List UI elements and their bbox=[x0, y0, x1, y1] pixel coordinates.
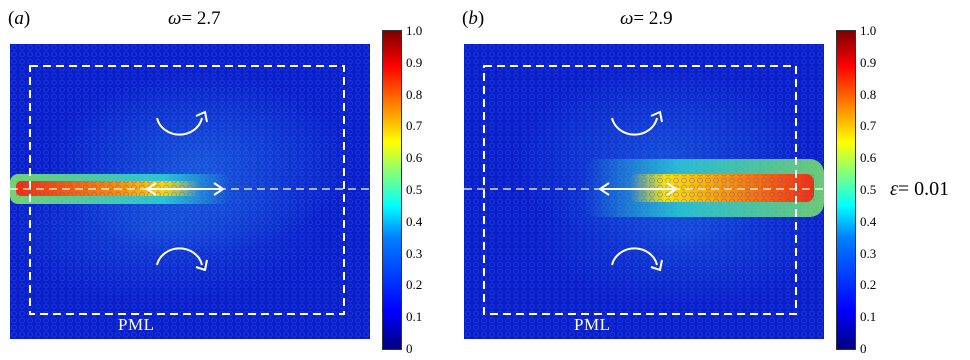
pml-boundary-b bbox=[483, 65, 797, 315]
double-arrow-b bbox=[598, 182, 678, 196]
tick-label: 0.1 bbox=[860, 309, 877, 325]
tick-label: 0.3 bbox=[860, 245, 877, 261]
colorbar-a-ticks: 1.0 0.9 0.8 0.7 0.6 0.5 0.4 0.3 0.2 0.1 … bbox=[406, 23, 446, 356]
field-map-a bbox=[0, 44, 370, 339]
colorbar-b-gradient bbox=[837, 31, 855, 349]
panel-b-label: (b) bbox=[462, 8, 485, 29]
epsilon-symbol: ε bbox=[890, 178, 898, 200]
tick-label: 0.1 bbox=[406, 309, 423, 325]
panel-b-omega-symbol: ω bbox=[620, 8, 634, 29]
epsilon-value: = 0.01 bbox=[897, 178, 950, 200]
tick-label: 1.0 bbox=[860, 23, 877, 38]
panel-b-omega-title: ω= 2.9 bbox=[620, 8, 673, 30]
tick-label: 0.8 bbox=[406, 86, 423, 102]
colorbar-a-gradient bbox=[383, 31, 401, 349]
tick-label: 0.8 bbox=[860, 86, 877, 102]
panel-a-omega-value: = 2.7 bbox=[181, 8, 221, 29]
panel-a-omega-title: ω= 2.7 bbox=[168, 8, 221, 30]
tick-label: 0.7 bbox=[406, 118, 423, 134]
tick-label: 0.3 bbox=[406, 245, 423, 261]
pml-label-b: PML bbox=[574, 315, 611, 334]
rotation-arrow-lower-b bbox=[611, 247, 663, 272]
pml-boundary-a bbox=[29, 65, 345, 315]
double-arrow-a bbox=[145, 182, 225, 196]
rotation-arrow-upper-a bbox=[156, 110, 208, 136]
pml-label-a: PML bbox=[118, 315, 155, 334]
colorbar-a bbox=[382, 30, 402, 350]
panel-b-letter: b bbox=[468, 8, 478, 29]
tick-label: 0.2 bbox=[406, 277, 423, 293]
panel-a-omega-symbol: ω bbox=[168, 8, 182, 29]
tick-label: 0.5 bbox=[406, 182, 423, 197]
rotation-arrow-lower-a bbox=[156, 247, 208, 272]
field-map-b bbox=[464, 44, 834, 339]
panel-b-omega-value: = 2.9 bbox=[633, 8, 673, 29]
tick-label: 0.9 bbox=[860, 54, 877, 70]
rotation-arrow-upper-b bbox=[611, 110, 663, 136]
tick-label: 0.6 bbox=[860, 150, 877, 166]
tick-label: 0.4 bbox=[860, 213, 877, 229]
epsilon-label: ε= 0.01 bbox=[890, 178, 949, 201]
tick-label: 0.7 bbox=[860, 118, 877, 134]
panel-a-letter: a bbox=[14, 8, 24, 29]
panel-a-label: (a) bbox=[8, 8, 31, 29]
colorbar-b bbox=[836, 30, 856, 350]
tick-label: 0.9 bbox=[406, 54, 423, 70]
tick-label: 0.4 bbox=[406, 213, 423, 229]
tick-label: 1.0 bbox=[406, 23, 423, 38]
tick-label: 0 bbox=[406, 341, 413, 356]
tick-label: 0.5 bbox=[860, 182, 877, 197]
tick-label: 0.6 bbox=[406, 150, 423, 166]
tick-label: 0.2 bbox=[860, 277, 877, 293]
colorbar-b-ticks: 1.0 0.9 0.8 0.7 0.6 0.5 0.4 0.3 0.2 0.1 … bbox=[860, 23, 900, 356]
tick-label: 0 bbox=[860, 341, 867, 356]
